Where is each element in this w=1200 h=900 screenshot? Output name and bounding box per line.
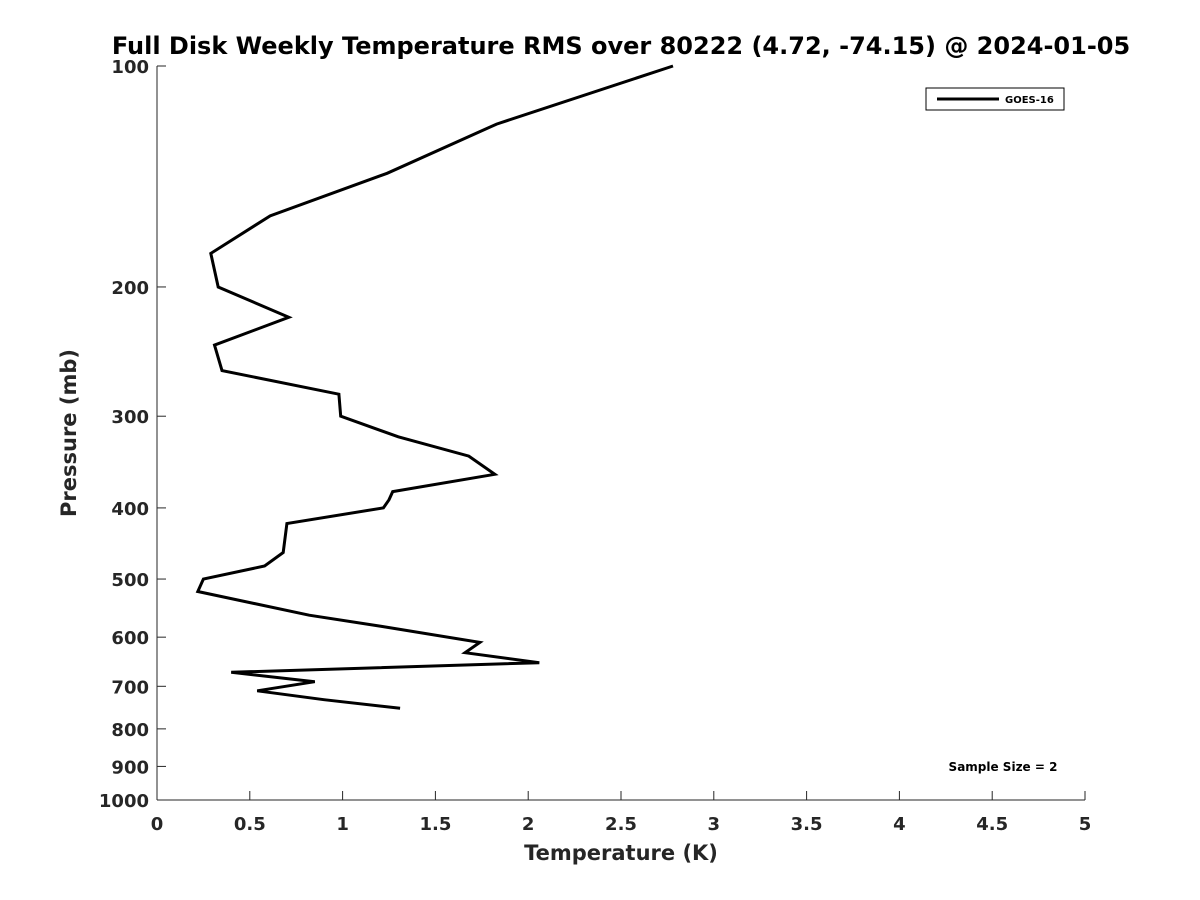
x-tick-label: 1.5 [419, 814, 451, 835]
x-tick-label: 2 [522, 814, 535, 835]
legend: GOES-16 [925, 87, 1065, 111]
y-axis-ticks: 100 200 300 400 500 600 700 800 900 1000 [99, 57, 166, 812]
x-tick-label: 4 [893, 814, 906, 835]
x-tick-label: 0.5 [234, 814, 266, 835]
x-axis-ticks: 0 0.5 1 1.5 2 2.5 3 3.5 4 4.5 5 [151, 791, 1092, 835]
legend-label-goes-16: GOES-16 [1005, 95, 1054, 106]
y-tick-label: 800 [111, 720, 149, 741]
chart-title: Full Disk Weekly Temperature RMS over 80… [112, 32, 1130, 60]
x-tick-label: 5 [1079, 814, 1092, 835]
x-axis-label: Temperature (K) [524, 841, 718, 865]
x-tick-label: 3 [708, 814, 721, 835]
series-layer [195, 64, 674, 710]
x-tick-label: 0 [151, 814, 164, 835]
y-tick-label: 200 [111, 278, 149, 299]
x-tick-label: 2.5 [605, 814, 637, 835]
x-tick-label: 4.5 [976, 814, 1008, 835]
x-tick-label: 1 [336, 814, 349, 835]
sample-size-annotation: Sample Size = 2 [949, 760, 1058, 774]
y-tick-label: 400 [111, 499, 149, 520]
y-tick-label: 100 [111, 57, 149, 78]
plot-axes [156, 66, 1085, 801]
y-tick-label: 300 [111, 407, 149, 428]
y-tick-label: 500 [111, 570, 149, 591]
y-tick-label: 1000 [99, 791, 149, 812]
series-line-goes-16 [195, 64, 674, 710]
y-axis-label: Pressure (mb) [57, 349, 81, 517]
y-tick-label: 900 [111, 757, 149, 778]
y-tick-label: 700 [111, 677, 149, 698]
y-tick-label: 600 [111, 628, 149, 649]
x-tick-label: 3.5 [791, 814, 823, 835]
